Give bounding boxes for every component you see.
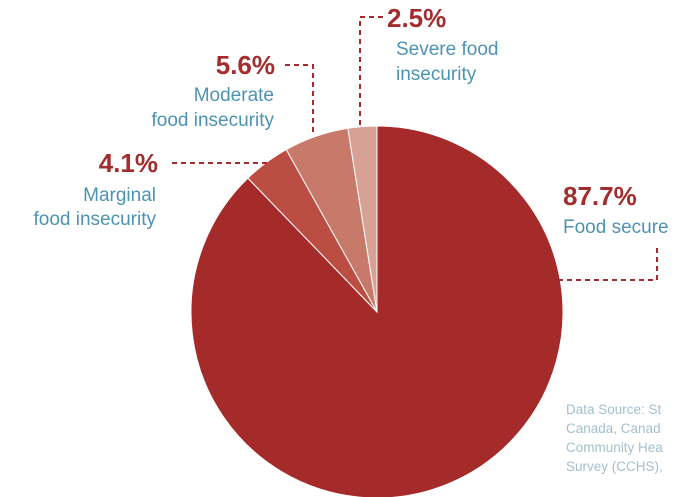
- leader-line-moderate: [285, 64, 314, 132]
- data-source-line: Canada, Canad: [566, 421, 661, 436]
- data-source-note: Data Source: St Canada, Canad Community …: [566, 400, 690, 497]
- slice-label-moderate-line2: food insecurity: [151, 110, 274, 131]
- slice-label-severe-line2: insecurity: [396, 64, 477, 85]
- data-source-line: Survey (CCHS),: [566, 459, 663, 474]
- value-label-food-secure: 87.7%: [563, 181, 637, 211]
- slice-label-marginal-line2: food insecurity: [33, 209, 156, 230]
- data-source-line: Community Hea: [566, 440, 663, 455]
- leader-line-food-secure: [558, 246, 658, 281]
- slice-label-food-secure: Food secure: [563, 217, 669, 238]
- value-label-moderate: 5.6%: [216, 50, 275, 80]
- value-label-severe: 2.5%: [387, 3, 446, 33]
- pie-slice-3: [347, 125, 378, 313]
- value-label-marginal: 4.1%: [99, 148, 158, 178]
- leader-line-severe: [359, 16, 383, 128]
- data-source-line: Data Source: St: [566, 402, 662, 417]
- slice-label-moderate-line1: Moderate: [194, 85, 274, 106]
- pie-slices: [190, 125, 564, 497]
- slice-label-severe-line1: Severe food: [396, 39, 498, 60]
- slice-label-marginal-line1: Marginal: [83, 185, 156, 206]
